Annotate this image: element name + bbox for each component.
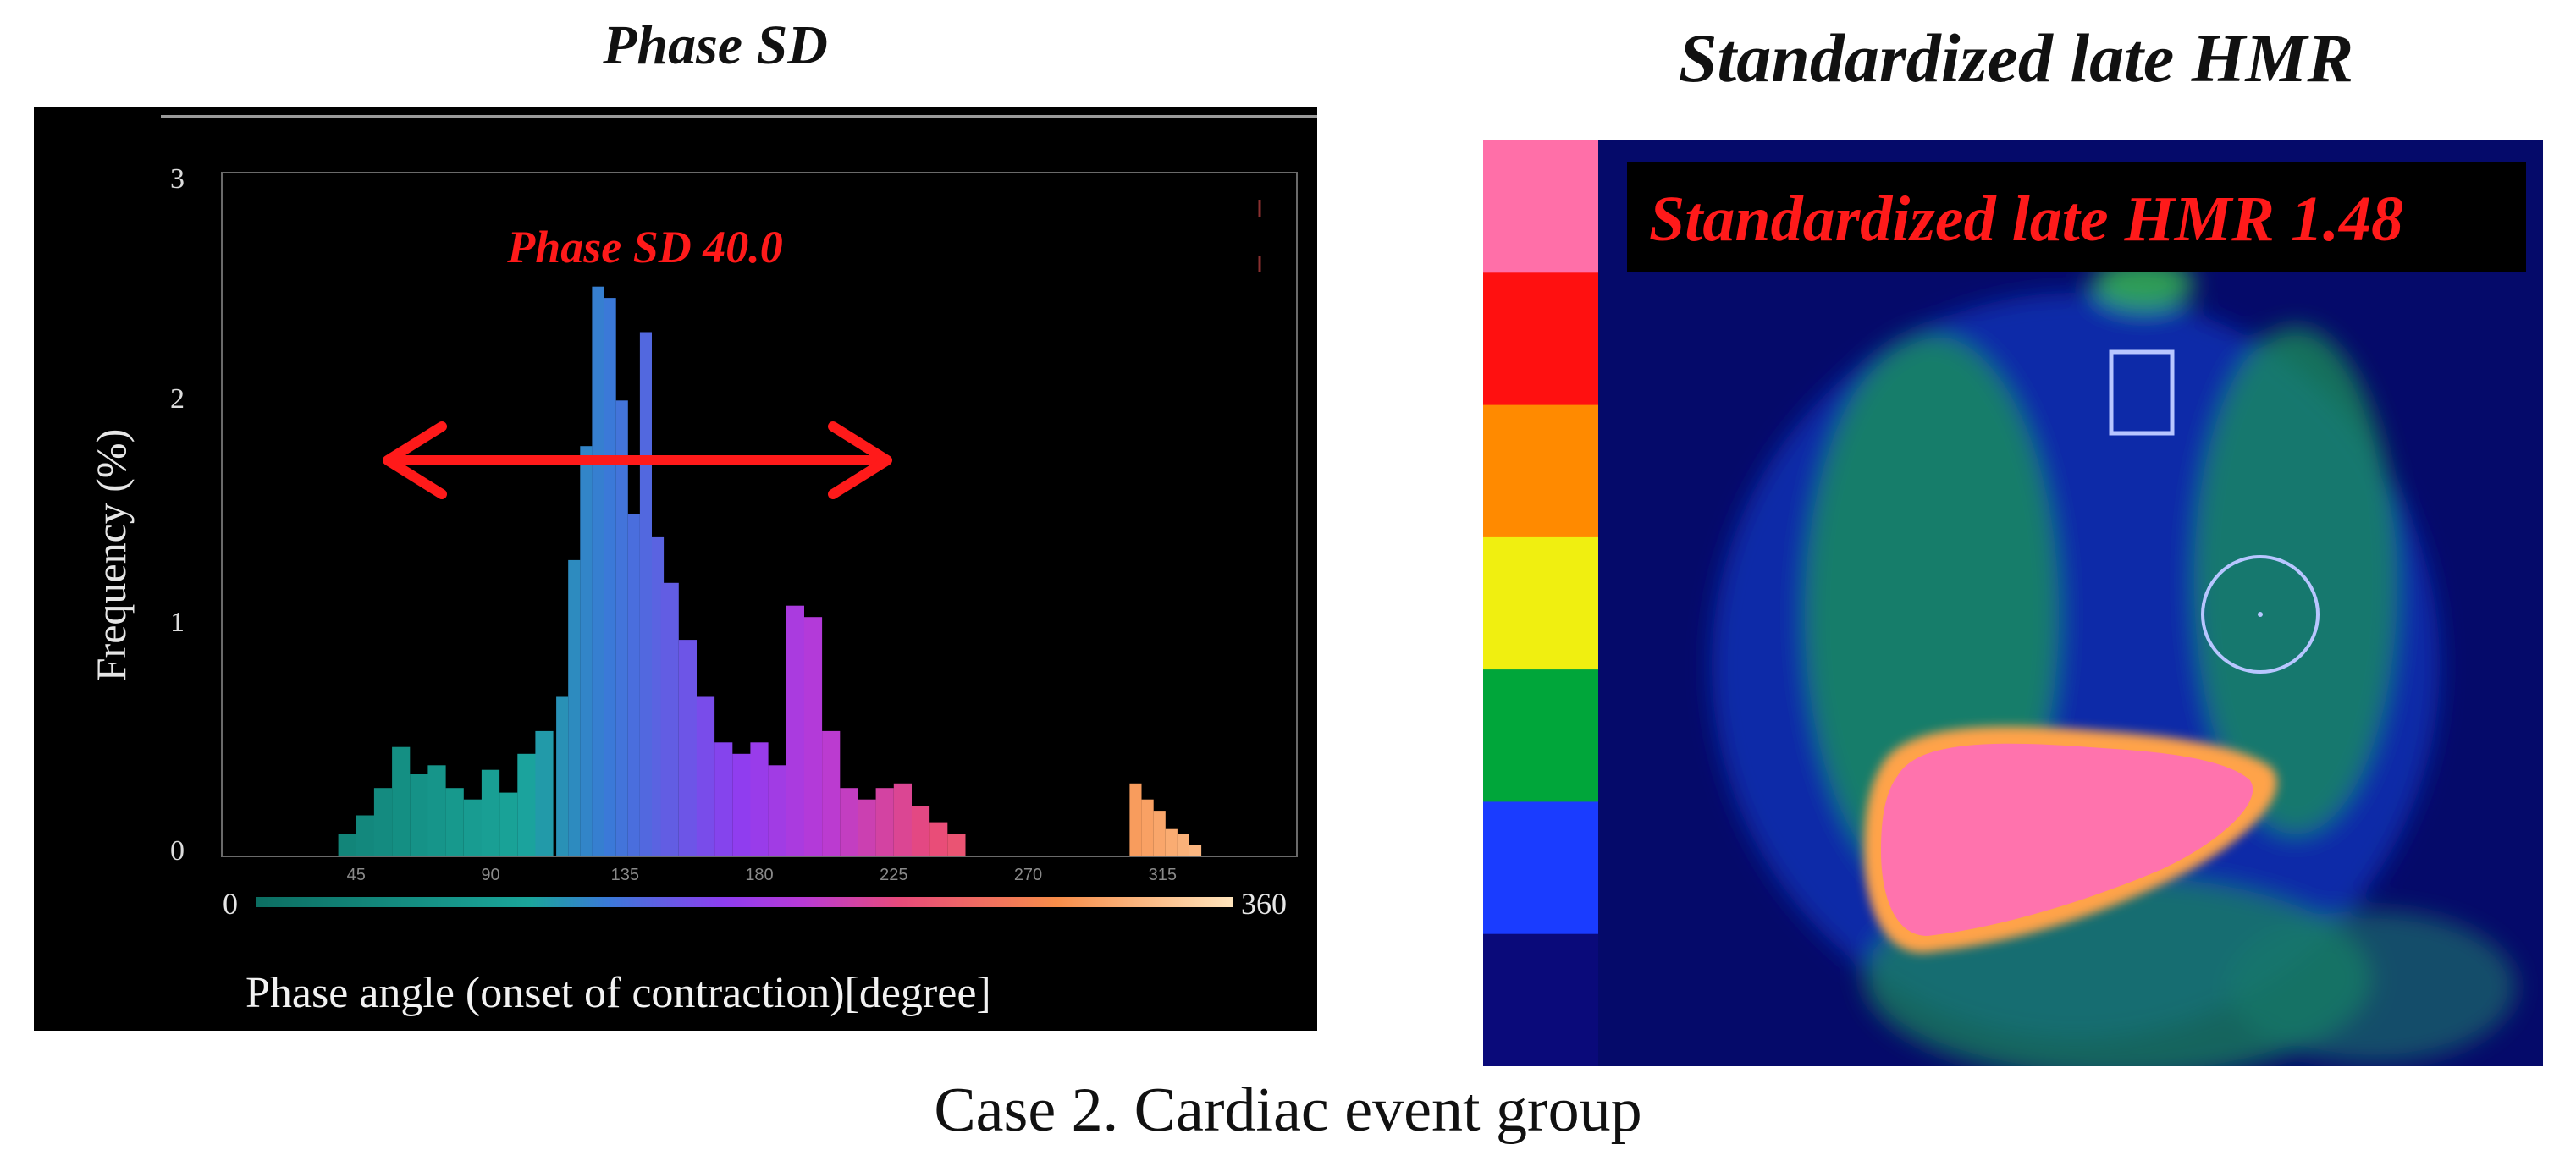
histogram-bar — [592, 286, 604, 856]
y-tick-label: 2 — [170, 383, 185, 415]
x-tick-label: 45 — [347, 866, 366, 884]
phase-histogram-panel: 3 2 1 0 Frequency (%) 45 90 135 180 225 270 31… — [34, 107, 1317, 1031]
hmr-label-box — [1627, 162, 2526, 272]
histogram-bar — [786, 605, 804, 856]
histogram-bar — [875, 788, 894, 856]
color-scale-step — [1483, 272, 1598, 406]
colorbar-min-label: 0 — [223, 887, 238, 921]
right-panel-title: Standardized late HMR — [1678, 19, 2354, 96]
histogram-bar — [568, 559, 581, 856]
histogram-bar — [893, 783, 912, 856]
mediastinum-roi — [2109, 349, 2175, 436]
histogram-bar — [639, 332, 652, 856]
histogram-bar — [822, 730, 841, 856]
histogram-bar — [410, 774, 428, 856]
color-scale-step — [1483, 140, 1598, 274]
y-tick-label: 1 — [170, 607, 185, 638]
thorax-uptake — [1712, 259, 2516, 1066]
hmr-label: Standardized late HMR 1.48 — [1649, 184, 2403, 255]
histogram-bar — [627, 514, 640, 856]
histogram-bar — [499, 792, 518, 856]
phase-sd-annotation: Phase SD 40.0 — [506, 222, 783, 272]
histogram-bar — [517, 753, 536, 856]
histogram-bar — [338, 834, 356, 856]
histogram-bar — [714, 742, 733, 856]
scintigraphy-image: Standardized late HMR 1.48 — [1483, 140, 2543, 1066]
histogram-bar — [1153, 811, 1166, 856]
x-tick-label: 225 — [880, 866, 907, 884]
color-scale-step — [1483, 404, 1598, 538]
histogram-bar — [1129, 783, 1142, 856]
histogram-bar — [1141, 799, 1154, 856]
y-tick-label: 3 — [170, 163, 185, 195]
x-axis-label: Phase angle (onset of contraction)[degre… — [245, 969, 991, 1017]
histogram-bar — [858, 799, 876, 856]
colorbar-max-label: 360 — [1241, 887, 1287, 921]
histogram-bar — [392, 746, 411, 856]
histogram-bar — [840, 788, 858, 856]
color-scale-step — [1483, 801, 1598, 935]
heart-roi-center — [2258, 612, 2263, 617]
histogram-bar — [556, 696, 569, 856]
x-tick-label: 180 — [745, 866, 773, 884]
y-tick-label: 0 — [170, 835, 185, 867]
histogram-bar — [427, 765, 446, 856]
left-panel-title: Phase SD — [603, 14, 828, 76]
phase-range-arrow — [383, 421, 892, 499]
histogram-bar — [678, 640, 697, 856]
scintigraphy-image-panel: Standardized late HMR 1.48 — [1483, 140, 2543, 1066]
x-tick-label: 135 — [611, 866, 639, 884]
figure-caption: Case 2. Cardiac event group — [934, 1076, 1642, 1145]
histogram-bar — [911, 806, 930, 856]
color-scale-step — [1483, 669, 1598, 803]
histogram-bar — [660, 582, 679, 856]
histogram-bar — [750, 742, 769, 856]
histogram-bar — [463, 799, 482, 856]
x-tick-labels: 45 90 135 180 225 270 315 — [347, 866, 1177, 884]
histogram-bar — [768, 765, 786, 856]
histogram-bar — [1165, 828, 1178, 856]
histogram-bars — [338, 286, 1202, 857]
histogram-bar — [535, 730, 554, 856]
intensity-color-scale — [1483, 140, 1598, 1066]
histogram-bar — [373, 788, 393, 856]
histogram-bar — [652, 536, 665, 856]
heart-roi — [2201, 555, 2320, 674]
histogram-bar — [1189, 845, 1202, 856]
histogram-bar — [1177, 834, 1189, 856]
histogram-bar — [580, 446, 593, 856]
histogram-bar — [803, 617, 823, 856]
x-title-band — [34, 951, 1317, 1031]
histogram-bar — [696, 696, 715, 856]
histogram-bar — [929, 822, 948, 856]
histogram-bar — [947, 834, 966, 856]
y-axis-label: Frequency (%) — [87, 429, 135, 682]
color-scale-step — [1483, 536, 1598, 671]
phase-histogram-chart: 3 2 1 0 Frequency (%) 45 90 135 180 225 270 31… — [34, 115, 1317, 1031]
phase-colorbar — [256, 897, 1233, 907]
histogram-bar — [481, 769, 500, 856]
histogram-bar — [604, 298, 616, 857]
x-tick-label: 270 — [1014, 866, 1042, 884]
histogram-bar — [732, 753, 751, 856]
histogram-bar — [615, 400, 628, 856]
x-tick-label: 315 — [1149, 866, 1177, 884]
liver-uptake — [1864, 726, 2277, 953]
x-tick-label: 90 — [481, 866, 499, 884]
histogram-bar — [445, 788, 464, 856]
histogram-bar — [356, 815, 374, 856]
color-scale-step — [1483, 933, 1598, 1066]
